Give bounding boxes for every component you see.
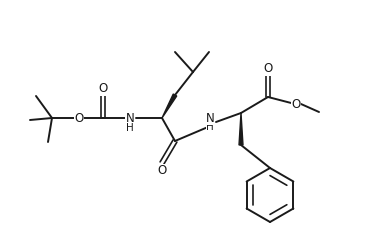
- Text: H: H: [126, 123, 134, 133]
- Text: O: O: [158, 164, 166, 178]
- Text: O: O: [291, 97, 301, 111]
- Text: O: O: [99, 83, 107, 95]
- Text: N: N: [206, 112, 215, 124]
- Polygon shape: [162, 94, 177, 118]
- Text: H: H: [206, 122, 214, 132]
- Text: O: O: [74, 112, 84, 124]
- Text: N: N: [126, 113, 134, 125]
- Text: O: O: [263, 62, 273, 75]
- Polygon shape: [239, 113, 243, 145]
